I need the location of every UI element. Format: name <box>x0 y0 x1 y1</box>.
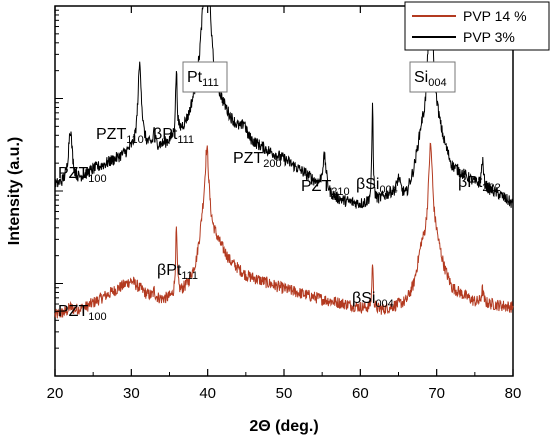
legend: PVP 14 % PVP 3% <box>404 1 550 51</box>
peak-label-pzt100-upper: PZT100 <box>58 165 107 185</box>
y-axis-title: Intensity (a.u.) <box>6 137 23 245</box>
peak-label-bpt111-lower: βPt111 <box>157 262 198 282</box>
peak-label-pzt110: PZT110 <box>96 126 144 146</box>
x-tick-label: 60 <box>352 385 369 402</box>
peak-label-pzt200: PZT200 <box>233 150 282 170</box>
legend-label-pvp14: PVP 14 % <box>463 8 527 24</box>
x-tick-label: 20 <box>47 385 64 402</box>
legend-label-pvp3: PVP 3% <box>463 29 515 45</box>
peak-label-pt111: Pt111 <box>187 69 219 89</box>
x-tick-label: 50 <box>276 385 293 402</box>
axis-titles: 2Θ (deg.) Intensity (a.u.) <box>6 137 319 435</box>
peak-label-bsi004-lower: βSi004 <box>352 290 394 310</box>
series-line-pvp3 <box>54 5 514 209</box>
si004-label-box <box>409 61 456 93</box>
peak-label-bpt111-upper: βPt111 <box>153 126 194 146</box>
peak-annotations: PZT100 PZT110 βPt111 Pt111 PZT200 PZT210… <box>58 61 501 323</box>
x-tick-label: 30 <box>123 385 140 402</box>
x-axis: 20 30 40 50 60 70 80 <box>47 6 522 402</box>
pt111-label-box <box>182 61 228 93</box>
x-axis-title: 2Θ (deg.) <box>249 418 318 435</box>
legend-box <box>404 1 550 51</box>
x-tick-label: 80 <box>505 385 522 402</box>
x-tick-label: 40 <box>199 385 216 402</box>
series-line-pvp14 <box>54 142 514 319</box>
peak-label-pzt100-lower: PZT100 <box>58 303 107 323</box>
peak-label-bsi004-upper: βSi004 <box>356 176 398 196</box>
series-traces <box>54 5 514 319</box>
y-axis <box>55 5 63 377</box>
peak-label-bpt222: βPt222 <box>458 174 501 194</box>
peak-label-si004: Si004 <box>414 69 447 89</box>
peak-label-pzt210: PZT210 <box>301 178 350 198</box>
x-tick-label: 70 <box>428 385 445 402</box>
